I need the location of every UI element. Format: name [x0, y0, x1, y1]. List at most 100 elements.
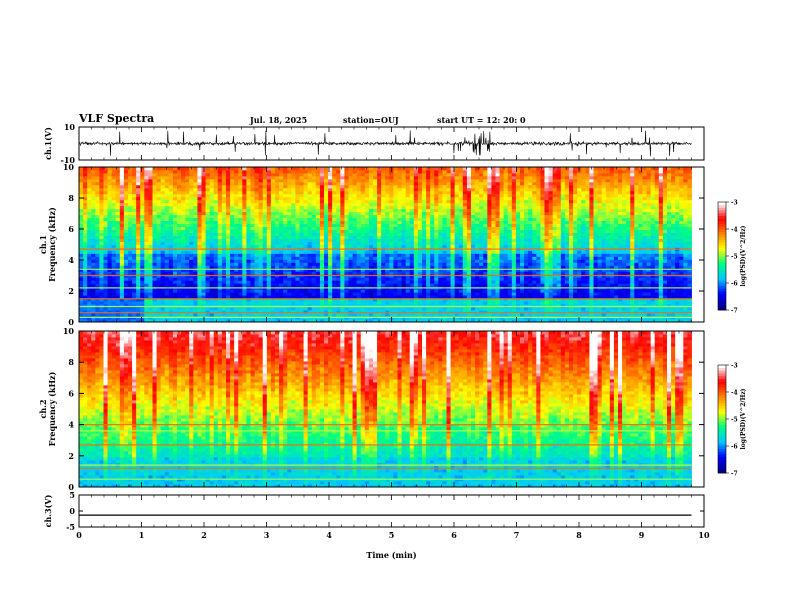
ch1-cell [107, 304, 113, 308]
ch1-cell [213, 217, 219, 222]
ch1-cell [103, 313, 108, 317]
ch1-cell [177, 217, 182, 222]
ch1-cell [230, 292, 235, 296]
ch1-cell [344, 250, 349, 254]
ch1-cell [181, 178, 186, 183]
ch1-cell [360, 172, 366, 177]
ch1-cell [136, 280, 141, 284]
ch1-cell [462, 199, 468, 204]
ch1-cell [250, 301, 255, 305]
ch1-cell [238, 280, 243, 284]
ch1-cell [377, 253, 382, 257]
ch1-cell [79, 259, 84, 263]
ch1-cell [213, 232, 219, 236]
ch1-cell [438, 190, 443, 195]
ch1-cell [422, 199, 427, 204]
ch1-cell [344, 313, 349, 317]
ch1-cell [246, 167, 251, 171]
ch1-cell [234, 271, 239, 275]
ch1-cell [328, 208, 333, 213]
ch1-cell [189, 205, 194, 210]
ch1-cell [458, 292, 464, 296]
ch1-cell [295, 220, 300, 225]
ch1-cell [368, 256, 374, 260]
ch1-cell [303, 175, 309, 180]
ch1-cell [87, 229, 92, 233]
ch1-cell [83, 181, 88, 186]
ch1-cell [377, 292, 382, 296]
ch1-cell [226, 271, 231, 275]
ch1-cell [303, 307, 309, 311]
ch1-cell [111, 292, 117, 296]
ch1-cell [83, 184, 88, 189]
ch1-cell [107, 208, 113, 213]
ch1-cell [462, 223, 468, 228]
ch1-cell [91, 193, 96, 198]
ch1-cell [221, 181, 227, 186]
ch1-cell [156, 253, 162, 257]
ch1-cell [181, 193, 186, 198]
ch1-cell [136, 190, 141, 195]
ch1-cell [197, 184, 202, 189]
ch1-cell [430, 304, 435, 308]
ch1-cell [103, 202, 108, 207]
ch1-cell [454, 256, 460, 260]
ch1-cell [164, 313, 170, 317]
ch1-cell [275, 167, 280, 171]
ch1-cell [311, 238, 317, 242]
ch1-cell [168, 238, 174, 242]
ch1-cell [401, 178, 407, 183]
ch1-cell [381, 313, 386, 317]
ch1-cell [140, 238, 145, 242]
ch1-cell [311, 304, 317, 308]
ch1-cell [103, 217, 108, 222]
ch1-cell [401, 184, 407, 189]
ch1-cell [262, 295, 268, 299]
ch1-cell [193, 313, 198, 317]
ch1-cell [422, 232, 427, 236]
ch1-cell [221, 208, 227, 213]
ch1-cell [246, 175, 251, 180]
ch1-cell [123, 220, 129, 225]
ch1-cell [221, 292, 227, 296]
ch1-cell [103, 169, 108, 174]
ch1-cell [377, 277, 382, 281]
ch1-cell [254, 214, 260, 219]
ch1-cell [95, 277, 100, 281]
ch1-cell [401, 307, 407, 311]
ch1-cell [340, 262, 345, 266]
ch1-cell [119, 229, 125, 233]
ch1-cell [107, 238, 113, 242]
ch1-cell [242, 178, 247, 183]
ch1-cell [397, 193, 402, 198]
ch1-cell [389, 301, 394, 305]
ch1-cell [340, 226, 345, 230]
ch1-cell [315, 187, 321, 192]
ch1-cell [438, 271, 443, 275]
ch1-cell [430, 238, 435, 242]
ch1-cell [234, 268, 239, 272]
ch1-cell [434, 313, 439, 317]
ch1-cell [442, 262, 447, 266]
ch1-cell [99, 301, 104, 305]
ch1-cell [279, 301, 284, 305]
ch1-cell [238, 265, 243, 269]
ch1-cell [422, 292, 427, 296]
ch1-cell [115, 283, 121, 287]
ch1-cell [209, 226, 215, 230]
ch1-cell [340, 190, 345, 195]
ch1-cell [99, 214, 104, 219]
ch1-cell [430, 253, 435, 257]
ch1-cell [250, 167, 255, 171]
ch1-cell [450, 259, 456, 263]
ch1-cell [83, 175, 88, 180]
ch1-cell [217, 304, 223, 308]
ch1-cell [364, 226, 370, 230]
ch1-cell [417, 310, 423, 314]
ch1-cell [87, 199, 92, 204]
ch1-cell [295, 298, 300, 302]
ch1-cell [270, 167, 276, 171]
ch1-cell [279, 211, 284, 216]
ch1-cell [177, 226, 182, 230]
ch1-cell [332, 175, 337, 180]
